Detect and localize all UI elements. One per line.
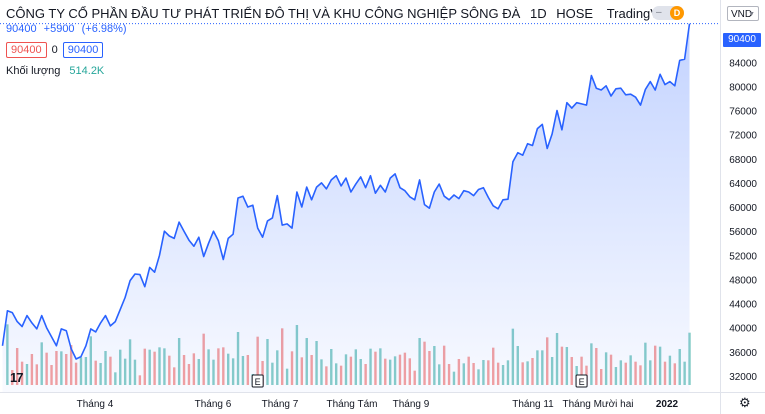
y-tick-label: 68000 [729,155,757,166]
volume-value: 514.2K [69,65,105,77]
event-marker-label: E [579,377,585,387]
x-tick-label: Tháng 11 [512,399,554,410]
company-name: CÔNG TY CỔ PHẦN ĐẦU TƯ PHÁT TRIỂN ĐÔ THỊ… [6,6,521,21]
x-tick-label: Tháng 6 [195,399,232,410]
y-tick-label: 76000 [729,107,757,118]
x-tick-label: Tháng 4 [77,399,114,410]
x-tick-label: 2022 [656,399,679,410]
order-boxes: 90400 0 90400 [6,42,104,58]
price-change-percent: (+6.98%) [81,23,127,35]
y-tick-label: 56000 [729,227,757,238]
y-tick-label: 44000 [729,300,757,311]
x-tick-label: Tháng Mười hai [562,399,633,410]
gear-icon[interactable]: ⚙ [739,395,751,410]
spread-value: 0 [51,44,58,56]
interval-label[interactable]: 1D [529,6,547,21]
sell-price-box[interactable]: 90400 [6,42,47,58]
price-area [2,23,690,392]
volume-legend: Khối lượng 514.2K [6,65,104,77]
minus-icon: – [656,7,662,18]
y-tick-label: 36000 [729,348,757,359]
chevron-down-icon: ▼ [748,11,755,18]
volume-bar [688,332,691,385]
last-price-tag: 90400 [723,33,761,47]
chart-header: CÔNG TY CỔ PHẦN ĐẦU TƯ PHÁT TRIỂN ĐÔ THỊ… [6,6,684,21]
y-tick-label: 32000 [729,372,757,383]
event-marker-0 [251,374,264,388]
price-change: +5900 [43,23,75,35]
exchange-label: HOSE [556,6,594,21]
event-marker-1 [575,374,588,388]
x-tick-label: Tháng Tám [327,399,378,410]
currency-value: VND [731,9,753,20]
tradingview-logo-icon[interactable]: 17 [10,370,24,385]
event-marker-label: E [255,377,261,387]
x-tick-label: Tháng 7 [262,399,299,410]
data-toggle[interactable]: – D [652,6,684,20]
volume-label: Khối lượng [6,65,61,77]
currency-select[interactable]: VND ▼ [727,6,759,21]
y-tick-label: 52000 [729,251,757,262]
y-tick-label: 72000 [729,131,757,142]
quote-row: 90400 +5900 (+6.98%) [6,23,131,35]
buy-price-box[interactable]: 90400 [62,42,104,58]
y-tick-label: 84000 [729,58,757,69]
y-tick-label: 80000 [729,82,757,93]
last-price: 90400 [6,23,37,35]
y-tick-label: 48000 [729,275,757,286]
toggle-letter: D [670,6,684,20]
y-tick-label: 40000 [729,324,757,335]
x-tick-label: Tháng 9 [393,399,430,410]
price-line [1,23,691,360]
y-tick-label: 64000 [729,179,757,190]
y-tick-label: 60000 [729,203,757,214]
